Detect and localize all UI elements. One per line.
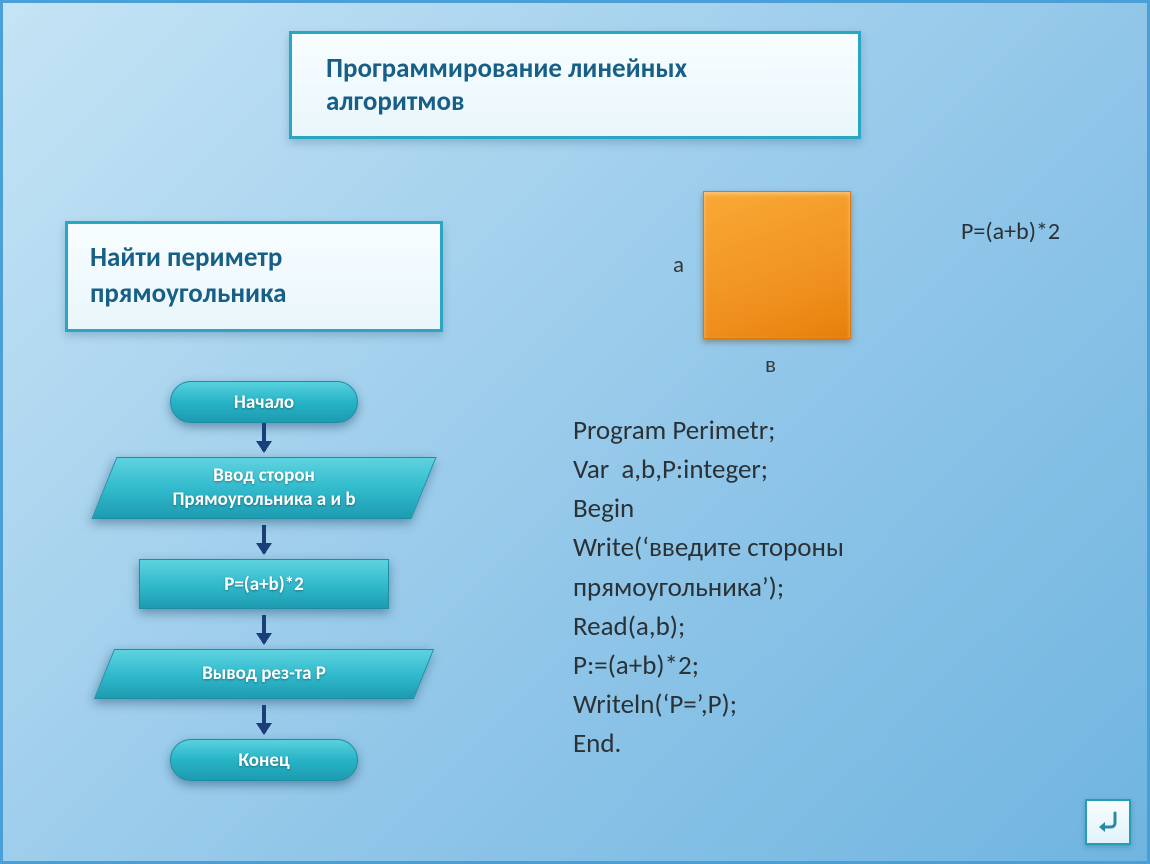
flow-node-label: Конец <box>238 749 289 772</box>
return-button[interactable] <box>1085 799 1131 845</box>
flow-node-process: P=(a+b)*2 <box>139 559 389 609</box>
perimeter-formula: P=(a+b)*2 <box>961 217 1060 246</box>
flow-node-label: Прямоугольника a и b <box>172 488 355 512</box>
return-arrow-icon <box>1093 807 1123 837</box>
rect-side-b-label: в <box>765 351 776 379</box>
pascal-code: Program Perimetr; Var a,b,P:integer; Beg… <box>573 411 844 763</box>
flow-arrow <box>262 705 266 733</box>
rectangle-shape <box>703 191 851 339</box>
flow-node-label: Ввод сторон <box>213 464 315 487</box>
flow-arrow <box>262 525 266 553</box>
page-title: Программирование линейных алгоритмов <box>289 31 861 139</box>
flow-node-label: Вывод рез-та P <box>202 662 326 685</box>
flow-node-label: P=(a+b)*2 <box>224 573 304 596</box>
flow-arrow <box>262 423 266 451</box>
flowchart: Начало Ввод сторон Прямоугольника a и b … <box>79 381 449 781</box>
flow-node-input: Ввод сторон Прямоугольника a и b <box>104 457 424 519</box>
flow-node-end: Конец <box>170 739 358 781</box>
flow-arrow <box>262 615 266 643</box>
flow-node-label: Начало <box>234 391 294 414</box>
task-description: Найти периметр прямоугольника <box>65 221 443 332</box>
flow-node-output: Вывод рез-та P <box>104 649 424 699</box>
flow-node-start: Начало <box>170 381 358 423</box>
rect-side-a-label: а <box>673 251 684 279</box>
